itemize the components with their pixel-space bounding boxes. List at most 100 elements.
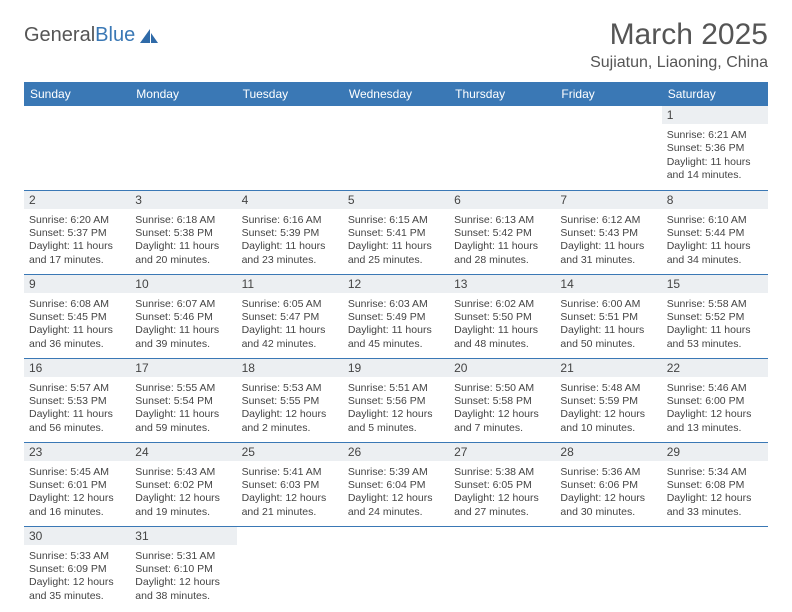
logo: GeneralBlue	[24, 18, 160, 47]
daylight-text: Daylight: 12 hours and 16 minutes.	[29, 492, 125, 519]
sunrise-text: Sunrise: 5:34 AM	[667, 466, 763, 479]
calendar-cell: 18Sunrise: 5:53 AMSunset: 5:55 PMDayligh…	[237, 358, 343, 442]
calendar-cell: 4Sunrise: 6:16 AMSunset: 5:39 PMDaylight…	[237, 190, 343, 274]
calendar-cell: 15Sunrise: 5:58 AMSunset: 5:52 PMDayligh…	[662, 274, 768, 358]
sunset-text: Sunset: 6:10 PM	[135, 563, 231, 576]
sunrise-text: Sunrise: 5:51 AM	[348, 382, 444, 395]
sunrise-text: Sunrise: 6:02 AM	[454, 298, 550, 311]
day-detail: Sunrise: 6:15 AMSunset: 5:41 PMDaylight:…	[343, 211, 449, 272]
day-detail: Sunrise: 6:07 AMSunset: 5:46 PMDaylight:…	[130, 295, 236, 356]
sunset-text: Sunset: 5:47 PM	[242, 311, 338, 324]
calendar-week-row: 9Sunrise: 6:08 AMSunset: 5:45 PMDaylight…	[24, 274, 768, 358]
day-detail: Sunrise: 6:21 AMSunset: 5:36 PMDaylight:…	[662, 126, 768, 187]
daylight-text: Daylight: 12 hours and 24 minutes.	[348, 492, 444, 519]
day-number: 31	[130, 527, 236, 545]
calendar-cell	[237, 526, 343, 610]
sunrise-text: Sunrise: 5:39 AM	[348, 466, 444, 479]
sunrise-text: Sunrise: 6:07 AM	[135, 298, 231, 311]
calendar-table: Sunday Monday Tuesday Wednesday Thursday…	[24, 82, 768, 610]
day-number: 23	[24, 443, 130, 461]
sunrise-text: Sunrise: 6:18 AM	[135, 214, 231, 227]
calendar-cell	[130, 106, 236, 190]
sunrise-text: Sunrise: 5:41 AM	[242, 466, 338, 479]
calendar-cell: 14Sunrise: 6:00 AMSunset: 5:51 PMDayligh…	[555, 274, 661, 358]
day-number: 25	[237, 443, 343, 461]
daylight-text: Daylight: 12 hours and 35 minutes.	[29, 576, 125, 603]
day-number: 14	[555, 275, 661, 293]
calendar-week-row: 2Sunrise: 6:20 AMSunset: 5:37 PMDaylight…	[24, 190, 768, 274]
calendar-week-row: 30Sunrise: 5:33 AMSunset: 6:09 PMDayligh…	[24, 526, 768, 610]
day-number: 2	[24, 191, 130, 209]
sunset-text: Sunset: 5:42 PM	[454, 227, 550, 240]
sunset-text: Sunset: 6:05 PM	[454, 479, 550, 492]
day-number: 28	[555, 443, 661, 461]
weekday-header: Friday	[555, 82, 661, 106]
day-detail: Sunrise: 5:43 AMSunset: 6:02 PMDaylight:…	[130, 463, 236, 524]
weekday-header: Saturday	[662, 82, 768, 106]
day-number: 3	[130, 191, 236, 209]
sunrise-text: Sunrise: 6:21 AM	[667, 129, 763, 142]
sunset-text: Sunset: 5:37 PM	[29, 227, 125, 240]
calendar-cell	[555, 106, 661, 190]
day-number: 21	[555, 359, 661, 377]
weekday-header: Thursday	[449, 82, 555, 106]
day-number: 5	[343, 191, 449, 209]
sunrise-text: Sunrise: 5:55 AM	[135, 382, 231, 395]
sunset-text: Sunset: 6:00 PM	[667, 395, 763, 408]
sunrise-text: Sunrise: 6:16 AM	[242, 214, 338, 227]
sunset-text: Sunset: 6:03 PM	[242, 479, 338, 492]
daylight-text: Daylight: 11 hours and 39 minutes.	[135, 324, 231, 351]
sunrise-text: Sunrise: 5:53 AM	[242, 382, 338, 395]
day-number: 27	[449, 443, 555, 461]
calendar-cell: 19Sunrise: 5:51 AMSunset: 5:56 PMDayligh…	[343, 358, 449, 442]
daylight-text: Daylight: 11 hours and 59 minutes.	[135, 408, 231, 435]
sunset-text: Sunset: 5:44 PM	[667, 227, 763, 240]
sunset-text: Sunset: 6:08 PM	[667, 479, 763, 492]
daylight-text: Daylight: 11 hours and 20 minutes.	[135, 240, 231, 267]
location-label: Sujiatun, Liaoning, China	[590, 54, 768, 72]
calendar-cell: 23Sunrise: 5:45 AMSunset: 6:01 PMDayligh…	[24, 442, 130, 526]
day-number: 15	[662, 275, 768, 293]
sunset-text: Sunset: 5:43 PM	[560, 227, 656, 240]
day-number: 8	[662, 191, 768, 209]
sunset-text: Sunset: 6:01 PM	[29, 479, 125, 492]
daylight-text: Daylight: 12 hours and 30 minutes.	[560, 492, 656, 519]
day-number: 22	[662, 359, 768, 377]
sunrise-text: Sunrise: 6:10 AM	[667, 214, 763, 227]
day-detail: Sunrise: 6:02 AMSunset: 5:50 PMDaylight:…	[449, 295, 555, 356]
sunset-text: Sunset: 5:58 PM	[454, 395, 550, 408]
daylight-text: Daylight: 11 hours and 53 minutes.	[667, 324, 763, 351]
calendar-cell	[662, 526, 768, 610]
day-detail: Sunrise: 6:18 AMSunset: 5:38 PMDaylight:…	[130, 211, 236, 272]
calendar-week-row: 16Sunrise: 5:57 AMSunset: 5:53 PMDayligh…	[24, 358, 768, 442]
calendar-cell: 22Sunrise: 5:46 AMSunset: 6:00 PMDayligh…	[662, 358, 768, 442]
sunset-text: Sunset: 5:55 PM	[242, 395, 338, 408]
daylight-text: Daylight: 11 hours and 14 minutes.	[667, 156, 763, 183]
sunset-text: Sunset: 5:49 PM	[348, 311, 444, 324]
weekday-header: Monday	[130, 82, 236, 106]
daylight-text: Daylight: 11 hours and 23 minutes.	[242, 240, 338, 267]
sunrise-text: Sunrise: 5:46 AM	[667, 382, 763, 395]
sunrise-text: Sunrise: 6:03 AM	[348, 298, 444, 311]
calendar-cell: 24Sunrise: 5:43 AMSunset: 6:02 PMDayligh…	[130, 442, 236, 526]
calendar-cell	[449, 106, 555, 190]
calendar-cell	[343, 526, 449, 610]
day-detail: Sunrise: 6:03 AMSunset: 5:49 PMDaylight:…	[343, 295, 449, 356]
calendar-cell: 7Sunrise: 6:12 AMSunset: 5:43 PMDaylight…	[555, 190, 661, 274]
sunrise-text: Sunrise: 6:15 AM	[348, 214, 444, 227]
sunrise-text: Sunrise: 5:48 AM	[560, 382, 656, 395]
day-number: 17	[130, 359, 236, 377]
calendar-cell: 8Sunrise: 6:10 AMSunset: 5:44 PMDaylight…	[662, 190, 768, 274]
sunset-text: Sunset: 6:09 PM	[29, 563, 125, 576]
day-number: 6	[449, 191, 555, 209]
calendar-cell: 17Sunrise: 5:55 AMSunset: 5:54 PMDayligh…	[130, 358, 236, 442]
sunrise-text: Sunrise: 5:33 AM	[29, 550, 125, 563]
weekday-header-row: Sunday Monday Tuesday Wednesday Thursday…	[24, 82, 768, 106]
daylight-text: Daylight: 11 hours and 28 minutes.	[454, 240, 550, 267]
sunrise-text: Sunrise: 5:43 AM	[135, 466, 231, 479]
day-detail: Sunrise: 6:08 AMSunset: 5:45 PMDaylight:…	[24, 295, 130, 356]
daylight-text: Daylight: 11 hours and 56 minutes.	[29, 408, 125, 435]
day-detail: Sunrise: 5:53 AMSunset: 5:55 PMDaylight:…	[237, 379, 343, 440]
sunrise-text: Sunrise: 6:13 AM	[454, 214, 550, 227]
daylight-text: Daylight: 11 hours and 48 minutes.	[454, 324, 550, 351]
